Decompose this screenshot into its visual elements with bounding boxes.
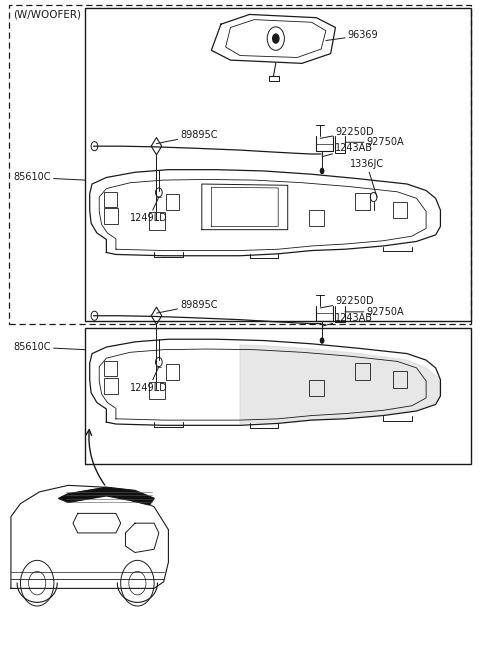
Text: 85610C: 85610C: [13, 342, 85, 352]
Bar: [149, 212, 165, 230]
Bar: [149, 382, 165, 400]
Polygon shape: [240, 345, 441, 423]
Text: 85610C: 85610C: [13, 172, 85, 183]
Bar: [355, 193, 370, 210]
Circle shape: [320, 337, 324, 344]
Bar: [104, 192, 117, 207]
Text: 1249LD: 1249LD: [130, 367, 168, 392]
Text: 96369: 96369: [326, 30, 378, 41]
Text: 1336JC: 1336JC: [350, 159, 384, 197]
Text: 92750A: 92750A: [345, 138, 404, 147]
Bar: [166, 364, 180, 380]
Text: 1243AB: 1243AB: [322, 312, 373, 326]
Bar: [104, 208, 118, 225]
Text: (W/WOOFER): (W/WOOFER): [13, 9, 81, 19]
Bar: [309, 210, 324, 227]
Text: 1249LD: 1249LD: [130, 197, 168, 223]
Bar: [393, 202, 407, 218]
Text: 1243AB: 1243AB: [322, 143, 373, 157]
Text: 92250D: 92250D: [320, 297, 374, 308]
Circle shape: [272, 33, 280, 44]
Polygon shape: [59, 487, 154, 505]
Bar: [309, 380, 324, 396]
Text: 89895C: 89895C: [156, 300, 218, 313]
Circle shape: [320, 168, 324, 174]
Text: 92750A: 92750A: [345, 307, 404, 317]
Bar: [355, 363, 370, 380]
Bar: [393, 371, 407, 388]
Bar: [104, 378, 118, 394]
Bar: [104, 362, 117, 377]
Bar: [166, 195, 180, 210]
Text: 92250D: 92250D: [320, 127, 374, 138]
Text: 89895C: 89895C: [156, 130, 218, 143]
